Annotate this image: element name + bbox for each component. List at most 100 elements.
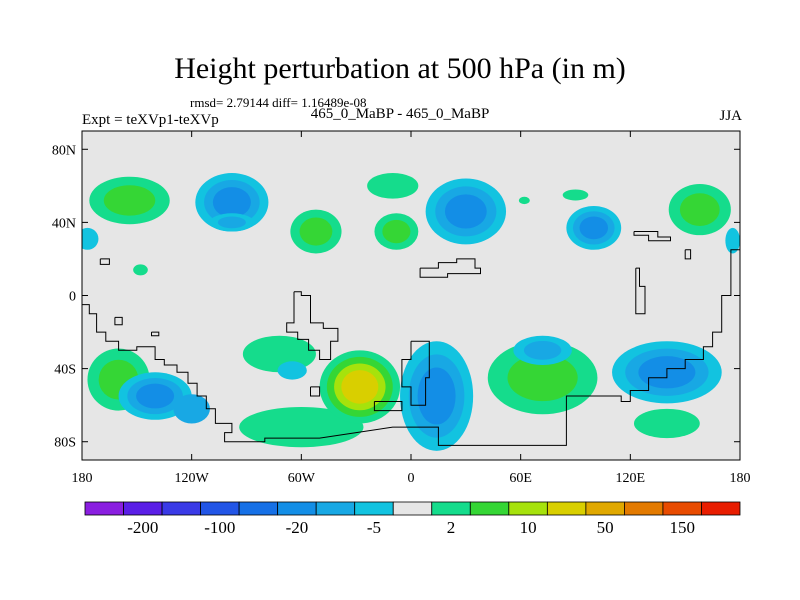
contour-level-3-1 — [217, 216, 246, 229]
contour-level-1-0 — [82, 227, 99, 250]
contour-level-21-2 — [417, 367, 456, 425]
contour-cell-25 — [633, 408, 700, 439]
season-label: JJA — [719, 108, 742, 124]
x-tick-label-5: 120E — [616, 471, 646, 486]
y-tick-label-4: 80S — [54, 436, 76, 451]
contour-fill-layer — [82, 173, 740, 451]
contour-level-4-0 — [133, 264, 148, 276]
x-tick-label-1: 120W — [175, 471, 210, 486]
colorbar-swatch-11 — [508, 501, 548, 516]
coastline-10 — [114, 316, 123, 326]
colorbar-swatch-12 — [546, 501, 587, 516]
contour-cell-4 — [133, 264, 148, 276]
contour-cell-20 — [277, 361, 307, 380]
x-tick-label-3: 0 — [408, 471, 415, 486]
contour-cell-11 — [566, 205, 622, 250]
contour-level-23-1 — [523, 340, 562, 360]
contour-level-19-3 — [341, 370, 379, 404]
contour-cell-15 — [118, 372, 192, 420]
contour-cell-6 — [367, 173, 419, 199]
coastline-7 — [635, 267, 646, 315]
axis-ticks: 180 120W 60W 0 60E 120E 180 80N 40N 0 40S 80S — [52, 131, 751, 486]
colorbar-swatch-14 — [624, 501, 664, 516]
y-tick-label-1: 40N — [52, 216, 76, 231]
contour-level-8-2 — [444, 194, 487, 229]
contour-cell-23 — [513, 335, 572, 365]
rmsd-stats: rmsd= 2.79144 diff= 1.16489e-08 — [190, 95, 367, 110]
contour-level-12-1 — [679, 193, 720, 226]
coastline-0 — [82, 249, 740, 446]
colorbar-swatch-0 — [84, 501, 124, 516]
coastline-layer — [82, 231, 740, 446]
y-tick-label-3: 40S — [54, 363, 76, 378]
x-tick-label-6: 180 — [730, 471, 751, 486]
colorbar-label-3: -5 — [366, 518, 382, 537]
contour-cell-19 — [319, 350, 401, 424]
colorbar-swatch-6 — [315, 501, 356, 516]
colorbar-label-5: 10 — [519, 518, 537, 537]
coastline-8 — [684, 249, 692, 260]
contour-cell-5 — [290, 209, 342, 254]
contour-cell-9 — [518, 196, 530, 205]
contour-level-13-0 — [725, 227, 740, 254]
contour-cell-10 — [562, 189, 589, 201]
colorbar-swatch-2 — [161, 501, 201, 516]
contour-level-22-1 — [507, 354, 578, 402]
contour-cell-13 — [725, 227, 740, 254]
y-tick-label-0: 80N — [52, 143, 76, 158]
contour-cell-3 — [209, 213, 254, 232]
colorbar-swatch-5 — [277, 501, 317, 516]
colorbar-swatch-10 — [469, 501, 510, 516]
contour-level-6-0 — [367, 173, 419, 199]
x-tick-label-0: 180 — [72, 471, 93, 486]
contour-cell-21 — [400, 341, 474, 451]
colorbar-label-0: -200 — [127, 518, 159, 537]
colorbar-label-4: 2 — [446, 518, 456, 537]
colorbar-label-1: -100 — [204, 518, 236, 537]
colorbar-swatch-7 — [354, 501, 394, 516]
colorbar-swatch-13 — [585, 501, 625, 516]
contour-level-16-0 — [173, 394, 210, 424]
coastline-6 — [633, 231, 671, 242]
coastline-9 — [99, 258, 110, 265]
coastline-2 — [401, 340, 430, 406]
contour-level-18-0 — [239, 406, 364, 448]
contour-level-11-2 — [579, 216, 609, 240]
contour-cell-0 — [89, 176, 170, 225]
x-tick-label-4: 60E — [509, 471, 532, 486]
chart-title: Height perturbation at 500 hPa (in m) — [174, 52, 626, 85]
contour-cell-7 — [374, 213, 419, 250]
contour-level-10-0 — [562, 189, 589, 201]
colorbar-label-6: 50 — [596, 518, 614, 537]
contour-cell-16 — [173, 394, 210, 424]
colorbar — [84, 501, 741, 516]
colorbar-swatch-8 — [392, 501, 433, 516]
coastline-4 — [310, 386, 321, 397]
contour-level-9-0 — [518, 196, 530, 205]
experiment-label: Expt = teXVp1-teXVp — [82, 112, 219, 128]
colorbar-swatch-16 — [701, 501, 741, 516]
colorbar-swatch-1 — [123, 501, 163, 516]
contour-level-15-2 — [136, 383, 175, 409]
colorbar-swatch-9 — [431, 501, 471, 516]
contour-level-2-2 — [212, 187, 251, 218]
coastline-3 — [373, 401, 403, 412]
contour-level-0-1 — [103, 185, 156, 216]
x-tick-label-2: 60W — [288, 471, 316, 486]
contour-cell-8 — [425, 178, 507, 245]
coastline-11 — [151, 331, 160, 337]
coastline-1 — [286, 291, 339, 360]
contour-level-7-1 — [382, 219, 411, 244]
contour-cell-1 — [82, 227, 99, 250]
contour-level-20-0 — [277, 361, 307, 380]
colorbar-label-2: -20 — [285, 518, 309, 537]
colorbar-swatch-3 — [200, 501, 240, 516]
colorbar-label-7: 150 — [669, 518, 695, 537]
contour-level-5-1 — [299, 217, 333, 246]
contour-cell-18 — [239, 406, 364, 448]
colorbar-swatch-15 — [662, 501, 702, 516]
contour-level-25-0 — [633, 408, 700, 439]
case-label: 465_0_MaBP - 465_0_MaBP — [310, 106, 490, 122]
contour-cell-12 — [668, 184, 731, 236]
